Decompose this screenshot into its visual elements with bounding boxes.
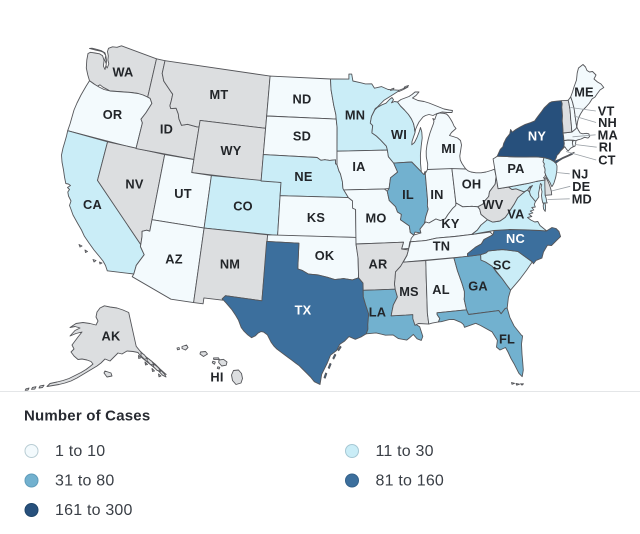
svg-text:ME: ME <box>574 85 594 100</box>
svg-text:IN: IN <box>430 187 443 202</box>
svg-text:TN: TN <box>433 239 450 254</box>
svg-text:AR: AR <box>369 257 388 272</box>
svg-text:UT: UT <box>174 186 191 201</box>
svg-text:161 to 300: 161 to 300 <box>55 502 133 519</box>
svg-text:VT: VT <box>598 104 615 119</box>
svg-text:NV: NV <box>125 177 143 192</box>
svg-text:SC: SC <box>493 258 511 273</box>
svg-text:OK: OK <box>315 248 335 263</box>
svg-text:MI: MI <box>441 141 456 156</box>
svg-text:WV: WV <box>482 197 503 212</box>
svg-text:WY: WY <box>220 143 241 158</box>
svg-text:MO: MO <box>365 211 386 226</box>
svg-text:NH: NH <box>598 115 617 130</box>
svg-text:WA: WA <box>112 65 133 80</box>
svg-text:TX: TX <box>295 303 312 318</box>
svg-text:MT: MT <box>210 87 229 102</box>
svg-text:DE: DE <box>572 179 590 194</box>
svg-text:81 to 160: 81 to 160 <box>376 473 445 490</box>
svg-text:CT: CT <box>598 153 615 168</box>
svg-text:ND: ND <box>293 92 312 107</box>
svg-text:AZ: AZ <box>165 252 182 267</box>
svg-text:LA: LA <box>369 305 386 320</box>
svg-text:GA: GA <box>468 279 488 294</box>
svg-text:MS: MS <box>399 284 419 299</box>
svg-text:WI: WI <box>391 127 407 142</box>
svg-text:NE: NE <box>294 169 312 184</box>
svg-text:FL: FL <box>499 332 515 347</box>
svg-text:1 to 10: 1 to 10 <box>55 443 105 460</box>
svg-text:PA: PA <box>507 161 524 176</box>
svg-text:VA: VA <box>507 207 524 222</box>
svg-text:MA: MA <box>598 127 618 142</box>
svg-text:11 to 30: 11 to 30 <box>376 443 434 460</box>
svg-text:ID: ID <box>160 122 173 137</box>
svg-text:AL: AL <box>432 282 449 297</box>
svg-text:NY: NY <box>528 129 546 144</box>
svg-text:IL: IL <box>402 187 414 202</box>
svg-text:31 to 80: 31 to 80 <box>55 473 114 490</box>
svg-text:KS: KS <box>307 210 325 225</box>
svg-text:OH: OH <box>462 177 482 192</box>
svg-text:NM: NM <box>220 257 240 272</box>
svg-text:RI: RI <box>599 140 612 155</box>
svg-text:MD: MD <box>572 191 592 206</box>
svg-text:IA: IA <box>352 159 365 174</box>
svg-text:NJ: NJ <box>572 166 589 181</box>
svg-text:OR: OR <box>103 107 123 122</box>
svg-text:Number of Cases: Number of Cases <box>24 408 150 425</box>
svg-text:CO: CO <box>233 199 253 214</box>
svg-text:KY: KY <box>441 216 459 231</box>
svg-text:AK: AK <box>102 329 121 344</box>
svg-text:SD: SD <box>293 129 311 144</box>
svg-text:NC: NC <box>506 231 525 246</box>
svg-text:CA: CA <box>83 197 102 212</box>
svg-text:MN: MN <box>345 108 365 123</box>
svg-text:HI: HI <box>210 370 223 385</box>
